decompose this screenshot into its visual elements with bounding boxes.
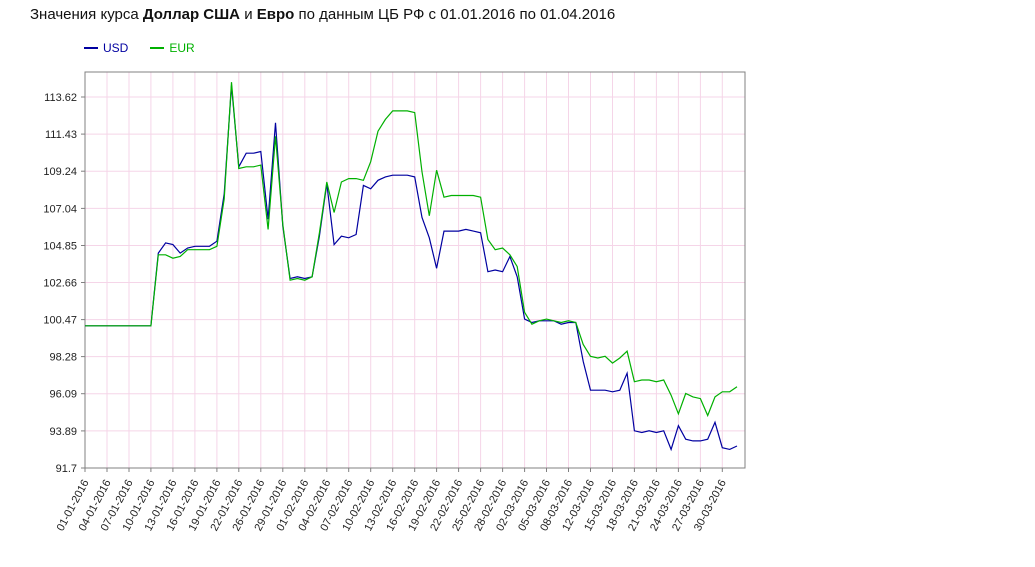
legend-label-eur: EUR: [169, 41, 195, 55]
usd-line-swatch: [84, 47, 98, 49]
y-axis-label: 96.09: [49, 389, 77, 401]
y-axis-label: 104.85: [43, 241, 77, 253]
eur-line-swatch: [150, 47, 165, 49]
plot-border: [84, 71, 746, 469]
line-chart: 113.62 111.43 109.24 107.04 104.85 102.66 100.…: [43, 71, 746, 533]
y-axis-label: 98.28: [49, 352, 77, 364]
title-currency-eur: Евро: [256, 6, 295, 23]
y-axis-label: 100.47: [43, 315, 77, 327]
title-text-2: и: [240, 6, 257, 23]
legend-label-usd: USD: [103, 41, 129, 55]
y-axis-label: 109.24: [43, 166, 77, 178]
y-axis-label: 107.04: [43, 203, 77, 215]
y-axis-label: 93.89: [49, 426, 77, 438]
chart-legend: USD EUR: [84, 41, 195, 55]
legend-item-eur: EUR: [150, 41, 195, 55]
title-currency-usd: Доллар США: [142, 6, 241, 23]
title-text-1: Значения курса: [30, 6, 143, 23]
legend-item-usd: USD: [84, 41, 128, 55]
title-text-3: по данным ЦБ РФ с 01.01.2016 по 01.04.20…: [294, 6, 616, 23]
y-axis-label: 111.43: [45, 129, 77, 141]
chart-title: Значения курса Доллар США и Евро по данн…: [30, 6, 615, 23]
y-axis-label: 91.7: [56, 463, 77, 475]
eur-line: [85, 82, 738, 418]
y-axis-label: 113.62: [44, 92, 77, 104]
usd-line: [85, 85, 738, 452]
y-axis-label: 102.66: [43, 278, 77, 290]
